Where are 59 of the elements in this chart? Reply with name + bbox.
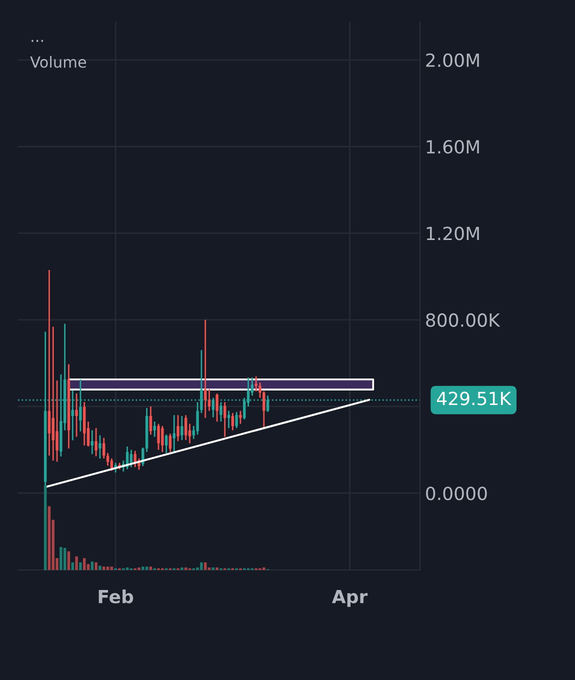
candlestick — [223, 401, 226, 438]
y-tick-label: 1.60M — [426, 140, 479, 154]
candlestick — [239, 410, 242, 424]
candlestick — [164, 434, 168, 454]
candlestick — [157, 423, 160, 450]
candlestick — [180, 415, 184, 441]
bar — [180, 567, 184, 570]
bar — [90, 562, 94, 570]
bar — [75, 556, 78, 570]
candlestick — [134, 450, 136, 468]
bar — [200, 562, 203, 570]
x-tick-label: Feb — [98, 589, 134, 604]
annotation: ... — [32, 40, 43, 42]
candlestick — [176, 414, 180, 442]
bar — [138, 567, 140, 570]
candlestick — [216, 392, 218, 422]
candlestick — [161, 425, 164, 453]
bar — [63, 548, 66, 570]
candlestick — [149, 406, 152, 436]
candlestick — [110, 458, 114, 472]
bar — [216, 567, 218, 570]
candlestick — [98, 434, 102, 460]
y-tick-label: 800.00K — [426, 313, 500, 327]
y-tick-label: 1.20M — [426, 226, 479, 240]
y-tick-label: 0.0000 — [426, 486, 487, 500]
candlestick — [90, 430, 94, 455]
bar — [149, 566, 152, 570]
candlestick — [153, 420, 156, 438]
candlestick — [106, 452, 110, 466]
bar — [110, 566, 114, 570]
candlestick — [172, 414, 176, 454]
bar — [48, 506, 51, 570]
candlestick — [231, 412, 234, 431]
candlestick — [168, 432, 172, 453]
bar — [106, 566, 110, 570]
x-tick-label: Apr — [332, 590, 368, 607]
candlestick — [75, 392, 78, 438]
bar — [82, 558, 86, 570]
candlestick — [254, 376, 258, 392]
candlestick — [52, 326, 54, 462]
annotation: Volume — [30, 56, 86, 68]
bar — [142, 566, 144, 570]
candlestick — [204, 319, 207, 419]
candlestick — [235, 411, 238, 429]
ref-line-label: 429.51K — [436, 392, 512, 406]
bar — [102, 566, 106, 570]
bar — [67, 551, 70, 570]
bar — [79, 562, 82, 570]
bar — [44, 485, 47, 570]
candlestick — [130, 449, 133, 468]
bar — [98, 566, 102, 570]
bar — [145, 566, 148, 570]
y-tick-label: 2.00M — [426, 53, 479, 68]
candlestick — [184, 414, 188, 441]
candlestick — [94, 427, 98, 457]
candlestick — [48, 269, 51, 456]
candlestick — [227, 410, 230, 429]
bar — [94, 562, 98, 570]
bar — [60, 547, 62, 570]
